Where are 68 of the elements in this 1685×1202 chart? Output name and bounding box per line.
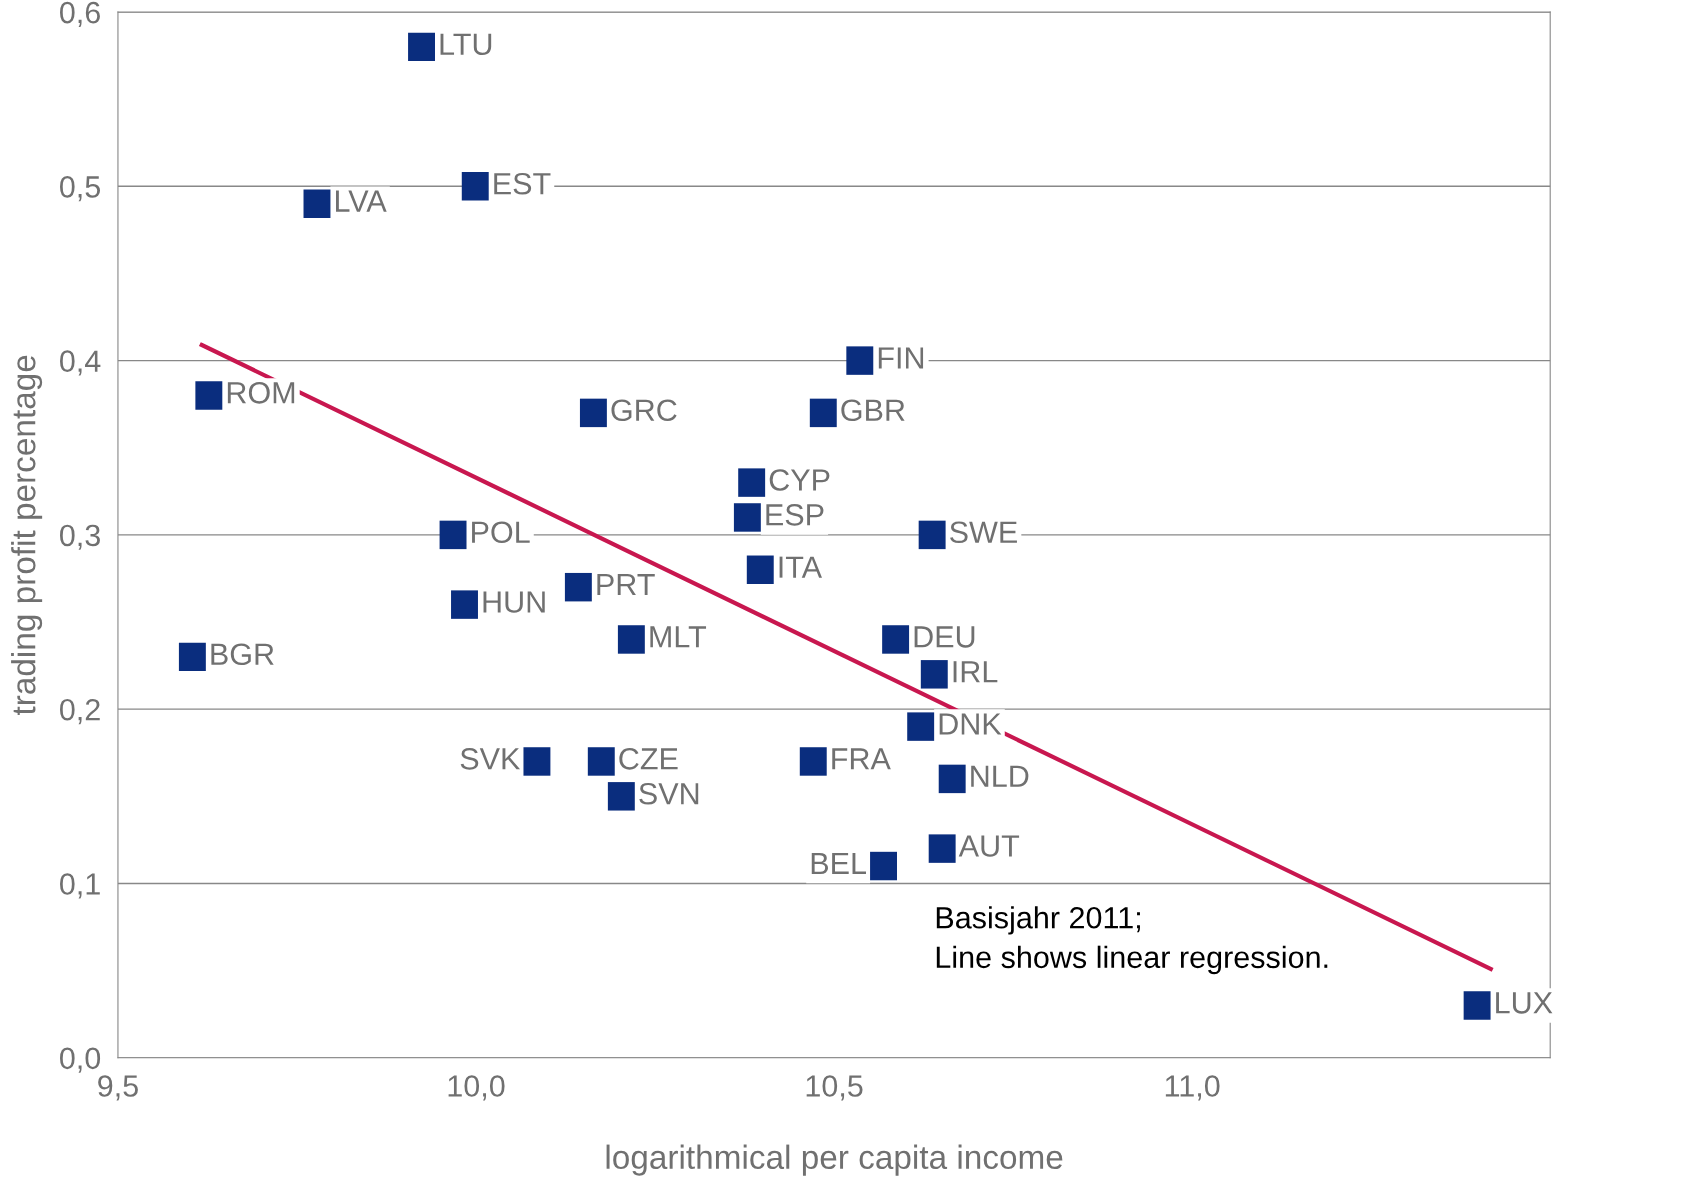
point: [303, 189, 332, 218]
y-tick-label: 0,6: [60, 1, 100, 27]
x-tick-label: 10,0: [448, 1075, 505, 1101]
point: [733, 503, 763, 532]
point: [564, 572, 594, 602]
point: [928, 834, 958, 863]
point: [809, 398, 839, 428]
series-label: IRL: [953, 661, 998, 683]
series-label: MLT: [650, 626, 707, 648]
series-label: SVK: [460, 748, 521, 770]
series-label: BEL: [811, 852, 866, 874]
series-label: HUN: [483, 591, 545, 613]
series-label: ROM: [227, 382, 295, 404]
point: [195, 381, 224, 410]
y-tick-label: 0,1: [60, 873, 100, 899]
point: [918, 520, 948, 550]
point: [439, 520, 469, 550]
point: [617, 625, 647, 654]
series-label: CYP: [769, 469, 830, 491]
y-tick-label: 0,4: [60, 350, 101, 376]
x-tick-label: 10,5: [806, 1075, 863, 1101]
point: [579, 398, 609, 428]
y-tick-label: 0,5: [60, 176, 101, 202]
annotation: Basisjahr 2011; Line shows linear regression.: [936, 906, 1328, 975]
x-tick-label: 9,5: [98, 1075, 138, 1101]
x-tick-label: 11,0: [1165, 1075, 1220, 1101]
point: [738, 468, 767, 497]
series-label: LTU: [440, 33, 492, 56]
series-label: ITA: [779, 556, 822, 578]
series-label: LVA: [336, 190, 387, 212]
x-axis-title: logarithmical per capita income: [606, 1144, 1063, 1176]
series-label: SVN: [639, 782, 699, 805]
series-label: CZE: [619, 748, 678, 770]
point: [461, 172, 491, 201]
y-tick-label: 0,3: [60, 524, 100, 550]
series-label: GRC: [611, 399, 677, 422]
series-label: LUX: [1496, 992, 1553, 1014]
point: [846, 346, 875, 375]
y-tick-label: 0,2: [60, 698, 100, 725]
y-axis-title: trading profit percentage: [11, 355, 43, 716]
point: [607, 782, 637, 811]
point: [451, 590, 480, 619]
point: [907, 712, 936, 741]
point: [587, 747, 617, 776]
point: [920, 660, 950, 689]
point: [799, 747, 829, 776]
point: [938, 764, 968, 794]
y-tick-label: 0,0: [60, 1047, 101, 1073]
point: [746, 555, 776, 584]
series-label: AUT: [958, 835, 1020, 857]
point: [868, 851, 897, 881]
series-label: NLD: [971, 765, 1029, 787]
series-label: FIN: [878, 347, 924, 369]
series-label: SWE: [950, 521, 1017, 544]
point: [178, 642, 208, 672]
series-label: GBR: [841, 399, 905, 422]
series-label: FRA: [832, 748, 891, 770]
point: [882, 625, 911, 654]
point: [1463, 991, 1493, 1020]
series-label: DNK: [939, 713, 1002, 735]
series-label: BGR: [211, 643, 274, 666]
series-label: ESP: [766, 504, 824, 526]
series-label: POL: [472, 521, 530, 544]
point: [521, 747, 551, 776]
series-label: PRT: [597, 574, 655, 596]
series-label: DEU: [914, 626, 975, 648]
series-label: EST: [494, 172, 551, 195]
point: [408, 32, 437, 62]
